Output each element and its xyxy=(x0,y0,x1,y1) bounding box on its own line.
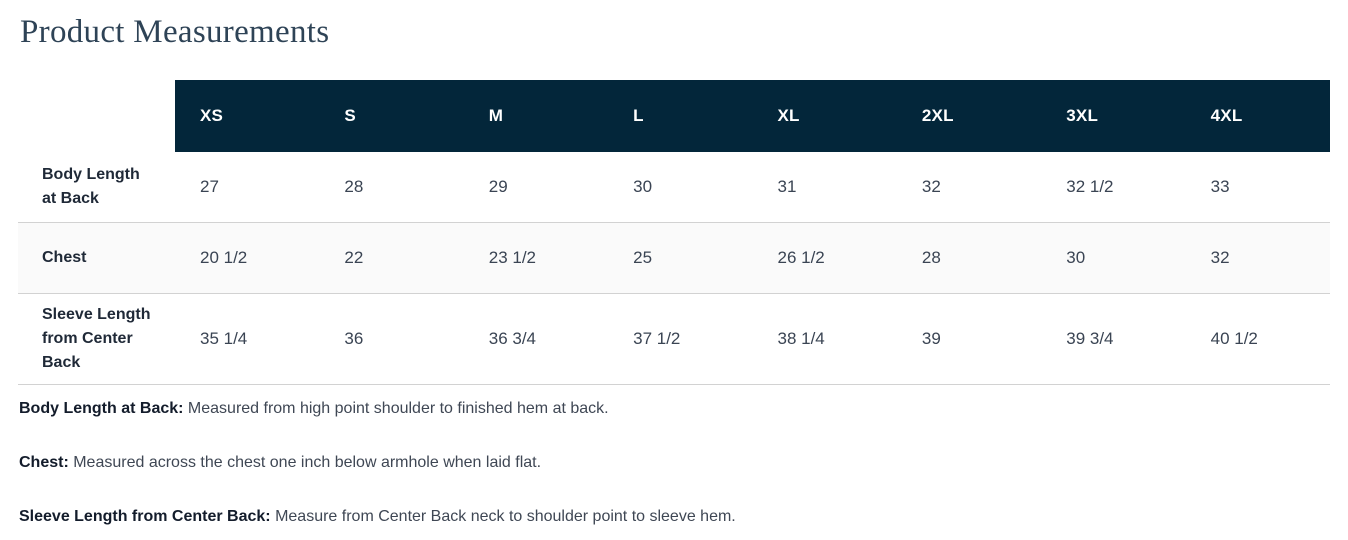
measurement-value: 32 1/2 xyxy=(1066,177,1114,196)
measurement-value: 32 xyxy=(921,177,941,196)
column-header-xs: XS xyxy=(200,106,224,125)
measurement-value: 29 xyxy=(488,177,508,196)
measurement-value: 30 xyxy=(1066,248,1086,267)
measurement-value: 36 3/4 xyxy=(488,329,537,348)
table-row: Sleeve Length from Center Back 35 1/4 36 36… xyxy=(18,294,1330,385)
measurement-value: 28 xyxy=(344,177,364,196)
measurement-value: 38 1/4 xyxy=(777,329,825,348)
header-spacer-cell xyxy=(18,80,175,152)
column-header-l: L xyxy=(633,106,644,125)
measurement-value: 25 xyxy=(633,248,653,267)
column-header-3xl: 3XL xyxy=(1066,106,1099,125)
measurement-value: 28 xyxy=(921,248,941,267)
note-term: Sleeve Length from Center Back: xyxy=(19,508,271,525)
column-header-xl: XL xyxy=(777,106,800,125)
measurement-value: 31 xyxy=(777,177,797,196)
column-header-m: M xyxy=(488,106,504,125)
measurement-value: 27 xyxy=(200,177,219,196)
column-header-s: S xyxy=(344,106,356,125)
page-title: Product Measurements xyxy=(20,14,330,50)
table-row: Chest 20 1/2 22 23 1/2 25 26 1/2 28 30 32 xyxy=(18,223,1330,294)
row-label: Sleeve Length from Center Back xyxy=(42,306,151,371)
measurement-value: 20 1/2 xyxy=(200,248,248,267)
measurement-value: 39 xyxy=(921,329,941,348)
product-measurements-section: Product Measurements XS S M L XL 2XL 3XL 4XL Bo… xyxy=(18,14,1330,527)
measurement-note: Body Length at Back: Measured from high … xyxy=(19,400,609,417)
column-header-4xl: 4XL xyxy=(1210,106,1243,125)
table-row: Body Length at Back 27 28 29 30 31 32 32 1/2 33 xyxy=(18,152,1330,223)
measurement-value: 30 xyxy=(633,177,653,196)
size-chart-body: Body Length at Back 27 28 29 30 31 32 32 1/2 33 C… xyxy=(18,152,1330,385)
size-chart-header-row: XS S M L XL 2XL 3XL 4XL xyxy=(18,80,1330,152)
measurement-value: 35 1/4 xyxy=(200,329,248,348)
measurement-value: 37 1/2 xyxy=(633,329,681,348)
measurement-note: Sleeve Length from Center Back: Measure … xyxy=(19,508,736,525)
size-column-headers: XS S M L XL 2XL 3XL 4XL xyxy=(175,80,1330,152)
note-term: Body Length at Back: xyxy=(19,400,184,417)
measurement-value: 22 xyxy=(344,248,364,267)
measurement-note: Chest: Measured across the chest one inc… xyxy=(19,454,542,471)
size-chart-table: XS S M L XL 2XL 3XL 4XL Body Length at Back 27 28… xyxy=(18,80,1330,385)
measurement-value: 32 xyxy=(1210,248,1230,267)
measurement-value: 23 1/2 xyxy=(488,248,537,267)
measurement-value: 33 xyxy=(1210,177,1230,196)
measurement-value: 26 1/2 xyxy=(777,248,825,267)
row-label: Body Length at Back xyxy=(42,166,140,207)
column-header-2xl: 2XL xyxy=(921,106,954,125)
measurement-notes: Body Length at Back: Measured from high … xyxy=(18,399,1330,527)
note-term: Chest: xyxy=(19,454,69,471)
row-label: Chest xyxy=(42,249,87,266)
measurement-value: 36 xyxy=(344,329,364,348)
measurement-value: 39 3/4 xyxy=(1066,329,1114,348)
measurement-value: 40 1/2 xyxy=(1210,329,1258,348)
